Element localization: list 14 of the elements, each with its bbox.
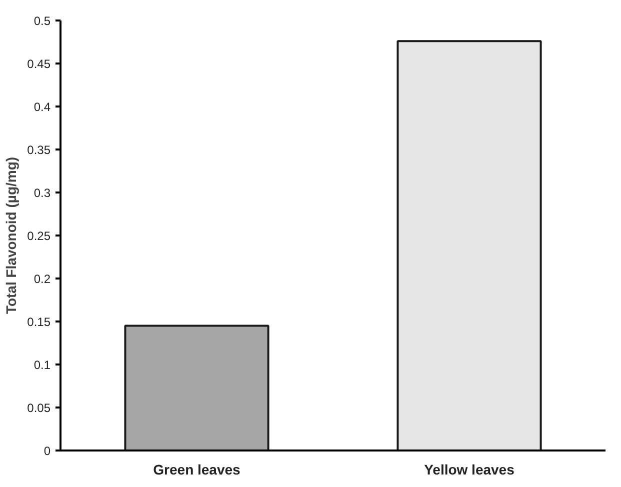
y-axis-title: Total Flavonoid (µg/mg)	[3, 156, 20, 314]
y-tick-label: 0	[44, 444, 51, 458]
y-tick-label: 0.15	[27, 315, 51, 329]
y-tick-label: 0.35	[27, 143, 51, 157]
y-tick-label: 0.4	[34, 100, 51, 114]
y-tick-label: 0.3	[34, 186, 51, 200]
y-tick-label: 0.45	[27, 57, 51, 71]
y-tick-label: 0.2	[34, 272, 51, 286]
y-tick-label: 0.1	[34, 358, 51, 372]
y-tick-label: 0.25	[27, 229, 51, 243]
y-tick-label: 0.05	[27, 401, 51, 415]
x-tick-label: Yellow leaves	[424, 462, 515, 478]
y-tick-label: 0.5	[34, 14, 51, 28]
x-tick-label: Green leaves	[153, 462, 241, 478]
